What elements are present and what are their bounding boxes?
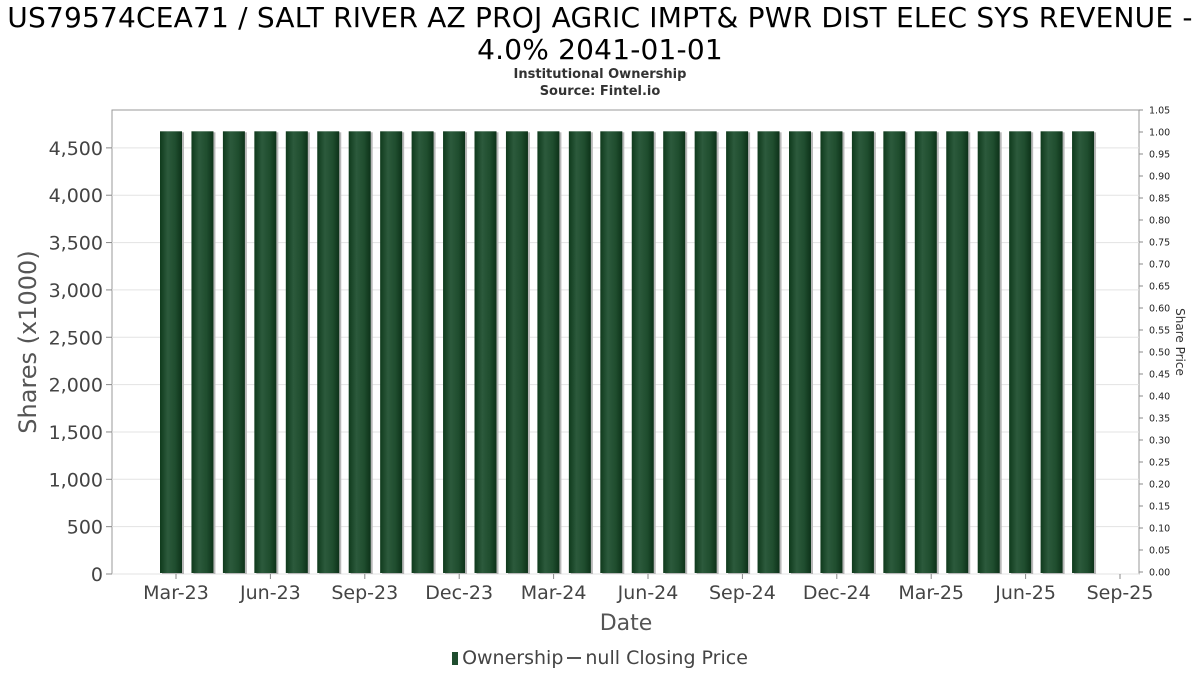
x-tick-label: Dec-24 (803, 582, 871, 604)
y-tick-label: 2,000 (49, 375, 103, 397)
chart-legend: Ownership null Closing Price (0, 647, 1200, 669)
y2-tick-label: 0.30 (1149, 436, 1170, 447)
y2-tick-label: 0.95 (1149, 150, 1170, 161)
y-tick-label: 4,500 (49, 138, 103, 160)
ownership-bar (600, 131, 623, 573)
y2-tick-label: 0.50 (1149, 348, 1170, 359)
ownership-bar (663, 131, 686, 573)
y2-tick-label: 0.60 (1149, 304, 1170, 315)
y2-tick-label: 1.05 (1149, 106, 1170, 117)
ownership-bar (537, 131, 560, 573)
legend-ownership: Ownership (462, 647, 564, 669)
y-tick-label: 2,500 (49, 327, 103, 349)
x-tick-label: Sep-23 (331, 582, 398, 604)
x-tick-label: Jun-25 (994, 582, 1056, 604)
ownership-bar (160, 131, 182, 573)
ownership-bar (883, 131, 906, 573)
y2-tick-label: 0.85 (1149, 194, 1170, 205)
y2-tick-label: 0.10 (1149, 524, 1170, 535)
ownership-bar (757, 131, 780, 573)
x-tick-label: Sep-24 (709, 582, 776, 604)
ownership-bar (348, 131, 371, 573)
ownership-bar (380, 131, 403, 573)
legend-closing-price: null Closing Price (585, 647, 748, 669)
y2-tick-label: 0.40 (1149, 392, 1170, 403)
y2-tick-label: 0.75 (1149, 238, 1170, 249)
y2-tick-label: 0.45 (1149, 370, 1170, 381)
ownership-bar (474, 131, 497, 573)
ownership-bar (914, 131, 937, 573)
ownership-bar (851, 131, 874, 573)
y2-tick-label: 0.80 (1149, 216, 1170, 227)
x-tick-label: Mar-25 (898, 582, 964, 604)
ownership-bar (568, 131, 591, 573)
y2-tick-label: 0.65 (1149, 282, 1170, 293)
ownership-chart: 0 500 1,000 1,500 2,000 2,500 3,000 3,500 4,000 4… (14, 106, 1187, 637)
ownership-bar (1040, 131, 1063, 573)
x-tick-label: Mar-24 (521, 582, 587, 604)
y-tick-label: 3,500 (49, 233, 103, 255)
x-tick-label: Jun-24 (617, 582, 679, 604)
ownership-bar (1009, 131, 1032, 573)
ownership-bar (443, 131, 466, 573)
ownership-bar (1072, 131, 1095, 573)
x-tick-label: Sep-25 (1087, 582, 1154, 604)
ownership-legend-swatch (452, 652, 459, 665)
ownership-bar (505, 131, 528, 573)
x-axis-label: Date (600, 611, 653, 636)
ownership-bar (254, 131, 277, 573)
chart-source: Source: Fintel.io (539, 84, 661, 99)
y-tick-label: 0 (91, 564, 103, 586)
x-tick-label: Jun-23 (239, 582, 301, 604)
chart-title-line-2: 4.0% 2041-01-01 (477, 33, 723, 66)
y-tick-label: 1,000 (49, 469, 103, 491)
ownership-bar (222, 131, 245, 573)
ownership-bar (694, 131, 717, 573)
y-axis-label: Shares (x1000) (14, 250, 42, 433)
y2-tick-label: 0.25 (1149, 458, 1170, 469)
y2-axis-label: Share Price (1173, 308, 1187, 376)
x-tick-label: Dec-23 (425, 582, 493, 604)
chart-subtitle: Institutional Ownership (513, 67, 687, 82)
y2-tick-label: 0.35 (1149, 414, 1170, 425)
ownership-bar (631, 131, 654, 573)
y2-tick-label: 0.70 (1149, 260, 1170, 271)
ownership-bar (820, 131, 843, 573)
y-tick-label: 3,000 (49, 280, 103, 302)
ownership-bar (411, 131, 434, 573)
y2-tick-label: 0.00 (1149, 568, 1170, 579)
ownership-bar (191, 131, 214, 573)
y2-tick-label: 0.90 (1149, 172, 1170, 183)
y2-tick-label: 1.00 (1149, 128, 1170, 139)
y2-tick-label: 0.20 (1149, 480, 1170, 491)
chart-title: US79574CEA71 / SALT RIVER AZ PROJ AGRIC … (7, 1, 1193, 34)
ownership-bar (977, 131, 1000, 573)
ownership-bar (317, 131, 340, 573)
ownership-bar (726, 131, 749, 573)
y-tick-label: 500 (67, 517, 103, 539)
ownership-bar (946, 131, 969, 573)
ownership-bar (285, 131, 308, 573)
price-legend-swatch (567, 657, 582, 659)
y2-tick-label: 0.05 (1149, 546, 1170, 557)
x-tick-label: Mar-23 (143, 582, 209, 604)
y2-tick-label: 0.15 (1149, 502, 1170, 513)
ownership-bar (789, 131, 811, 573)
y2-tick-label: 0.55 (1149, 326, 1170, 337)
y-tick-label: 1,500 (49, 422, 103, 444)
y-tick-label: 4,000 (49, 185, 103, 207)
